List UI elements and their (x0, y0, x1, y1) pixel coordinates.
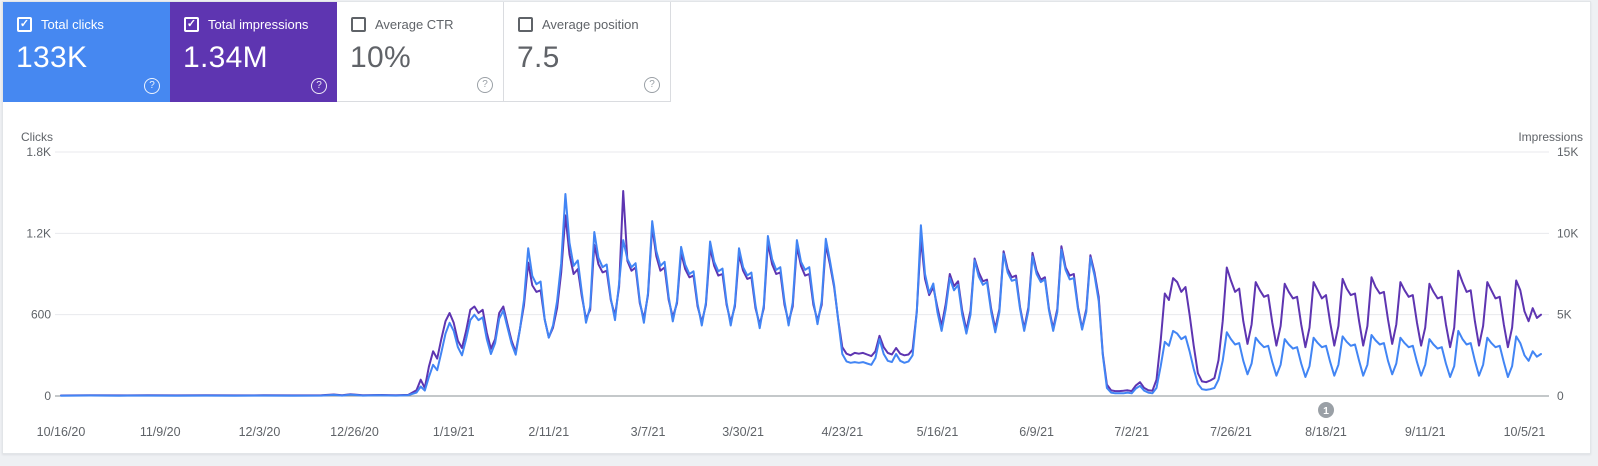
clicks-line (60, 193, 1542, 397)
left-axis-title: Clicks (21, 130, 53, 144)
x-axis-tick: 9/11/21 (1405, 425, 1446, 439)
x-axis-tick: 10/16/20 (37, 425, 86, 439)
x-axis-tick: 10/5/21 (1504, 425, 1546, 439)
x-axis-tick: 5/16/21 (917, 425, 959, 439)
metric-cards: ✓ Total clicks 133K ? ✓ Total impression… (3, 2, 671, 102)
total-impressions-label: Total impressions (208, 17, 309, 32)
average-ctr-checkbox[interactable] (351, 17, 366, 32)
x-axis-tick: 11/9/20 (140, 425, 181, 439)
x-axis-tick: 3/7/21 (631, 425, 666, 439)
left-axis-tick: 1.8K (26, 145, 51, 159)
help-icon[interactable]: ? (144, 78, 160, 94)
help-icon[interactable]: ? (644, 77, 660, 93)
total-impressions-value: 1.34M (183, 41, 268, 74)
right-axis-title: Impressions (1518, 130, 1583, 144)
x-axis-tick: 12/3/20 (239, 425, 281, 439)
total-clicks-label: Total clicks (41, 17, 104, 32)
card-total-clicks[interactable]: ✓ Total clicks 133K ? (3, 2, 170, 102)
help-icon[interactable]: ? (311, 78, 327, 94)
x-axis-tick: 4/23/21 (821, 425, 863, 439)
average-position-value: 7.5 (517, 41, 560, 74)
card-average-ctr[interactable]: Average CTR 10% ? (337, 2, 504, 102)
average-ctr-label: Average CTR (375, 17, 454, 32)
x-axis-tick: 7/26/21 (1210, 425, 1252, 439)
card-average-position[interactable]: Average position 7.5 ? (504, 2, 671, 102)
help-icon[interactable]: ? (477, 77, 493, 93)
average-position-label: Average position (542, 17, 639, 32)
total-impressions-checkbox[interactable]: ✓ (184, 17, 199, 32)
annotation-marker[interactable] (1318, 402, 1335, 418)
annotation-marker-label: 1 (1323, 405, 1329, 417)
x-axis-tick: 2/11/21 (528, 425, 569, 439)
left-axis-tick: 0 (44, 389, 51, 403)
impressions-line (60, 190, 1542, 397)
x-axis-tick: 12/26/20 (330, 425, 379, 439)
x-axis-tick: 6/9/21 (1019, 425, 1054, 439)
average-position-checkbox[interactable] (518, 17, 533, 32)
x-axis-tick: 1/19/21 (433, 425, 475, 439)
x-axis-tick: 7/2/21 (1114, 425, 1149, 439)
right-axis-tick: 10K (1557, 226, 1578, 240)
left-axis-tick: 1.2K (26, 226, 51, 240)
average-ctr-value: 10% (350, 41, 411, 74)
right-axis-tick: 5K (1557, 308, 1572, 322)
total-clicks-value: 133K (16, 41, 88, 74)
total-clicks-checkbox[interactable]: ✓ (17, 17, 32, 32)
performance-panel: ✓ Total clicks 133K ? ✓ Total impression… (2, 1, 1591, 454)
x-axis-tick: 3/30/21 (722, 425, 764, 439)
right-axis-tick: 15K (1557, 145, 1578, 159)
performance-chart[interactable]: Clicks Impressions 1.8K 15K 1.2K 10K 600 5K 0 0 10… (3, 112, 1592, 455)
right-axis-tick: 0 (1557, 389, 1564, 403)
x-axis-tick: 8/18/21 (1305, 425, 1347, 439)
left-axis-tick: 600 (31, 308, 51, 322)
card-total-impressions[interactable]: ✓ Total impressions 1.34M ? (170, 2, 337, 102)
